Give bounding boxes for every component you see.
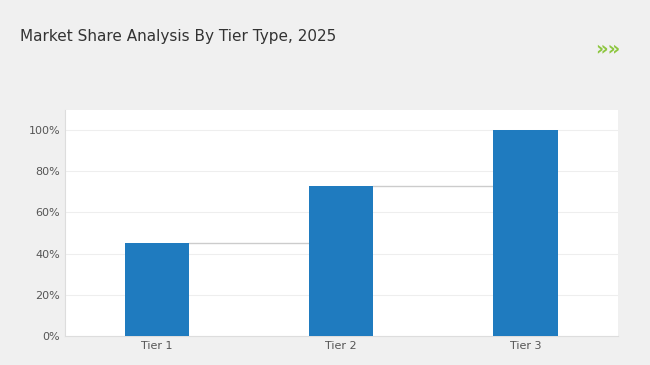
Text: Market Share Analysis By Tier Type, 2025: Market Share Analysis By Tier Type, 2025 bbox=[20, 29, 336, 44]
Bar bbox=[493, 130, 558, 336]
Text: »»: »» bbox=[595, 40, 621, 59]
Bar bbox=[309, 186, 374, 336]
Bar bbox=[125, 243, 189, 336]
